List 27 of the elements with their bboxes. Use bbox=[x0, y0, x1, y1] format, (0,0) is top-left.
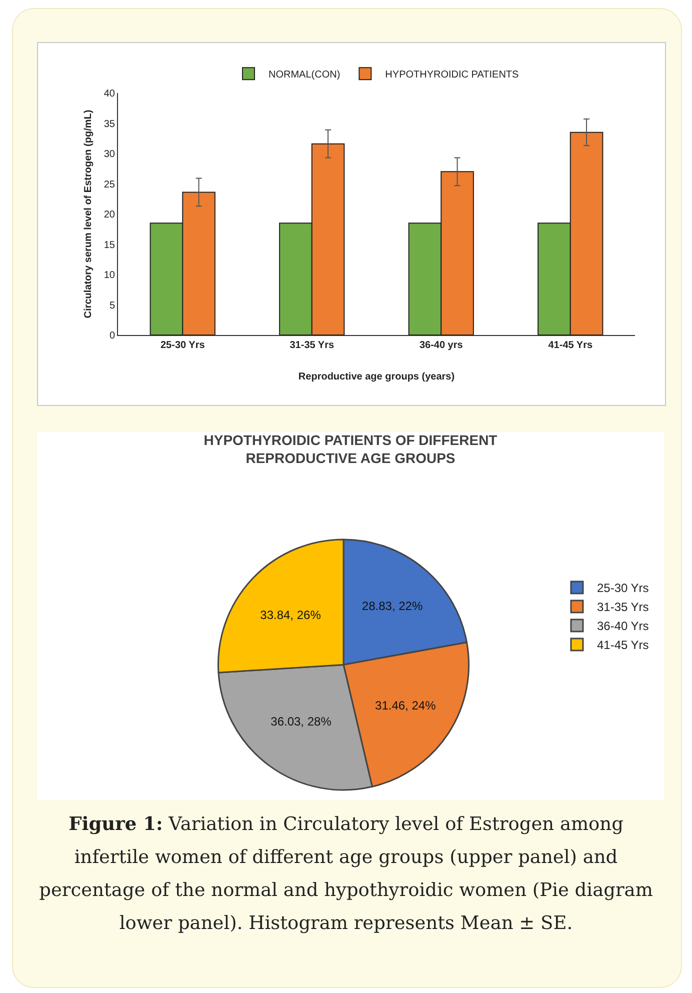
data-label: 36.03, 28% bbox=[270, 714, 332, 729]
y-tick-label: 5 bbox=[109, 300, 116, 312]
data-label: 33.84, 26% bbox=[260, 608, 322, 622]
y-tick-label: 10 bbox=[104, 270, 116, 281]
y-tick-label: 15 bbox=[104, 240, 116, 251]
legend-label: NORMAL(CON) bbox=[268, 70, 340, 81]
y-axis-title: Circulatory serum level of Estrogen (pg/mL) bbox=[82, 110, 94, 318]
y-tick-label: 40 bbox=[104, 88, 116, 100]
legend-label: 31-35 Yrs bbox=[596, 600, 649, 614]
caption: Figure 1: Variation in Circulatory level of Estrogen among infertile women of different age groups (upper panel) and percentage of the normal and hypothyroidic women (Pie diagram lower panel). Histogram represents Mean ± SE. bbox=[38, 813, 654, 936]
legend-label: 36-40 Yrs bbox=[596, 619, 649, 634]
data-label: 28.83, 22% bbox=[362, 599, 423, 614]
x-tick-label: 31-35 Yrs bbox=[290, 340, 334, 351]
y-tick-label: 25 bbox=[104, 179, 116, 190]
y-tick-label: 30 bbox=[104, 149, 116, 160]
y-tick-label: 0 bbox=[109, 330, 116, 342]
chart-title: HYPOTHYROIDIC PATIENTS OF DIFFERENT REPRODUCTIVE AGE GROUPS bbox=[204, 432, 498, 466]
data-label: 31.46, 24% bbox=[375, 698, 436, 712]
x-tick-label: 36-40 yrs bbox=[419, 340, 464, 351]
x-axis-title: Reproductive age groups (years) bbox=[298, 372, 455, 382]
x-tick-label: 25-30 Yrs bbox=[160, 340, 206, 351]
legend-label: HYPOTHYROIDIC PATIENTS bbox=[385, 70, 520, 81]
x-tick-label: 41-45 Yrs bbox=[548, 340, 593, 351]
y-tick-label: 20 bbox=[104, 210, 116, 220]
y-tick-label: 35 bbox=[104, 118, 116, 130]
legend-label: 25-30 Yrs bbox=[596, 581, 649, 596]
legend-label: 41-45 Yrs bbox=[596, 638, 649, 652]
